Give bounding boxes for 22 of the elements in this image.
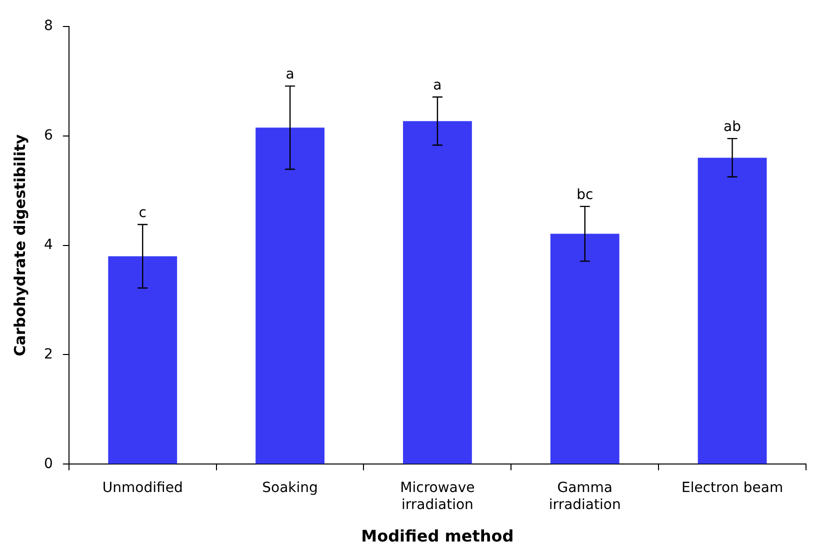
x-tick-label: Electron beam — [681, 480, 784, 496]
annotation: a — [433, 78, 442, 94]
y-axis-title: Carbohydrate digestibility — [10, 134, 29, 356]
y-tick-label: 2 — [44, 346, 53, 362]
bar — [256, 128, 324, 464]
annotation: ab — [724, 119, 742, 136]
x-tick-label: Unmodified — [102, 480, 183, 496]
y-tick-label: 8 — [44, 18, 53, 34]
annotation: bc — [576, 187, 594, 204]
bar — [108, 256, 178, 464]
y-tick-label: 4 — [44, 236, 53, 253]
x-tick-label: Microwave irradiation — [400, 480, 475, 514]
x-axis-title: Modified method — [361, 526, 514, 546]
bar — [402, 121, 472, 464]
y-tick-label: 0 — [44, 456, 53, 472]
annotation: a — [286, 66, 294, 83]
annotation: c — [138, 205, 146, 222]
bar — [698, 158, 767, 464]
x-tick-label: Soaking — [262, 480, 318, 496]
y-tick-label: 6 — [44, 127, 53, 144]
bar — [550, 234, 620, 464]
x-tick-label: Gamma irradiation — [548, 480, 621, 514]
